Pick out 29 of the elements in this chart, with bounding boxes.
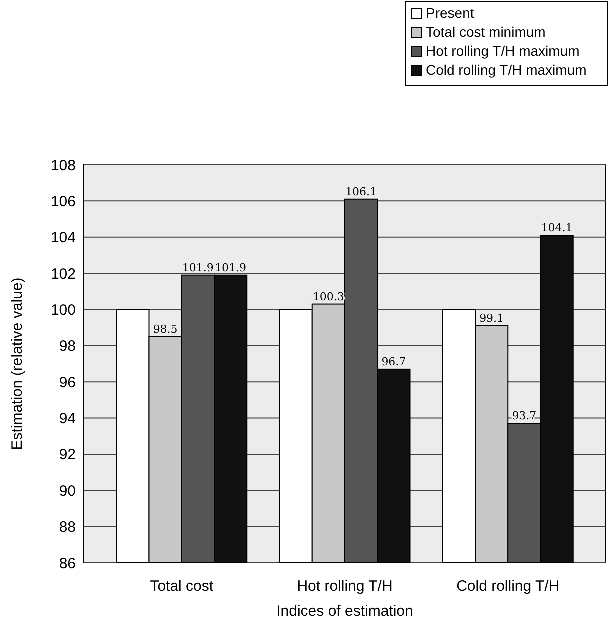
y-tick-label: 106 (50, 193, 76, 210)
y-tick-label: 86 (59, 555, 76, 572)
y-tick-label: 94 (59, 410, 76, 428)
y-axis-title: Estimation (relative value) (9, 278, 26, 450)
y-tick-label: 96 (59, 374, 76, 392)
y-tick-label: 108 (50, 157, 76, 174)
x-tick-label: Cold rolling T/H (456, 578, 560, 595)
y-tick-label: 100 (50, 302, 76, 319)
legend-label: Present (426, 5, 474, 21)
legend-label: Hot rolling T/H maximum (426, 43, 580, 59)
y-tick-label: 104 (50, 230, 76, 247)
legend-label: Total cost minimum (426, 24, 546, 40)
data-label: 100.3 (312, 290, 344, 304)
x-axis-title: Indices of estimation (276, 603, 414, 620)
data-label: 96.7 (382, 355, 406, 368)
y-tick-label: 102 (50, 266, 76, 283)
x-tick-label: Hot rolling T/H (297, 578, 393, 595)
data-label: 98.5 (153, 322, 178, 336)
y-tick-label: 90 (59, 482, 76, 500)
data-label: 101.9 (215, 261, 247, 274)
data-label: 99.1 (480, 312, 504, 326)
data-label: 106.1 (346, 185, 378, 198)
x-tick-label: Total cost (150, 578, 214, 595)
data-label: 101.9 (182, 261, 214, 274)
y-tick-label: 88 (59, 519, 76, 536)
y-tick-label: 92 (59, 446, 76, 464)
legend-label: Cold rolling T/H maximum (426, 62, 587, 78)
data-label: 104.1 (541, 222, 573, 235)
y-tick-label: 98 (59, 338, 76, 356)
